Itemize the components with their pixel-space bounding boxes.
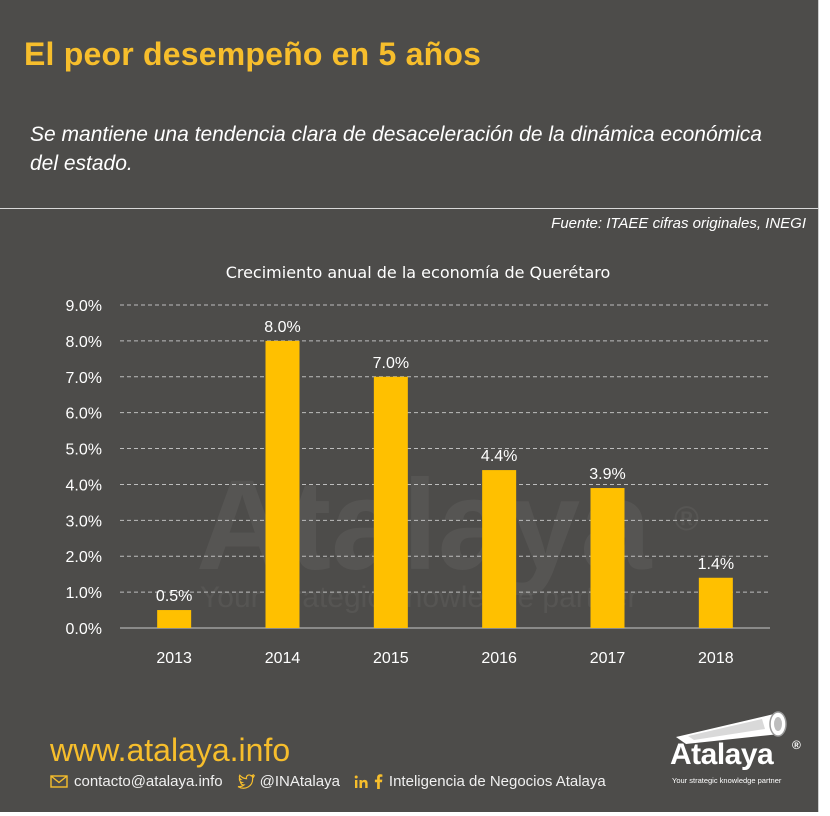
y-tick-label: 4.0% xyxy=(66,477,102,494)
bar-2014 xyxy=(265,340,300,628)
bar-chart: Crecimiento anual de la economía de Quer… xyxy=(66,263,770,667)
logo-word: Atalaya xyxy=(670,738,774,771)
y-tick-label: 8.0% xyxy=(66,334,102,351)
data-label-2017: 3.9% xyxy=(589,466,625,483)
page-title: El peor desempeño en 5 años xyxy=(24,36,482,72)
data-label-2018: 1.4% xyxy=(698,556,734,573)
data-label-2013: 0.5% xyxy=(156,588,192,605)
bar-2016 xyxy=(482,470,517,628)
social-page-name[interactable]: Inteligencia de Negocios Atalaya xyxy=(388,773,606,790)
data-labels: 0.5% 8.0% 7.0% 4.4% 3.9% 1.4% xyxy=(156,319,734,605)
y-tick-label: 7.0% xyxy=(66,370,102,387)
y-tick-label: 1.0% xyxy=(66,585,102,602)
chart-title: Crecimiento anual de la economía de Quer… xyxy=(226,263,611,282)
email-icon xyxy=(50,775,68,788)
x-tick-label-2015: 2015 xyxy=(373,650,409,667)
logo-tagline: Your strategic knowledge partner xyxy=(672,776,782,785)
telescope-logo-icon xyxy=(676,711,787,744)
y-tick-label: 3.0% xyxy=(66,513,102,530)
x-tick-label-2013: 2013 xyxy=(156,650,192,667)
y-tick-label: 2.0% xyxy=(66,549,102,566)
page-subtitle: Se mantiene una tendencia clara de desac… xyxy=(30,123,762,175)
y-tick-label: 5.0% xyxy=(66,442,102,459)
y-axis-ticks: 0.0% 1.0% 2.0% 3.0% 4.0% 5.0% 6.0% 7.0% 8.0% 9.0% xyxy=(66,298,102,638)
bar-2018 xyxy=(698,577,733,628)
twitter-icon xyxy=(237,774,255,789)
contact-line: contacto@atalaya.info @INAtalaya Intelig… xyxy=(50,773,606,790)
data-label-2014: 8.0% xyxy=(264,319,300,336)
logo-registered: ® xyxy=(792,738,801,752)
source-note: Fuente: ITAEE cifras originales, INEGI xyxy=(551,215,806,232)
x-tick-label-2016: 2016 xyxy=(481,650,517,667)
x-axis-ticks: 2013 2014 2015 2016 2017 2018 xyxy=(156,650,733,667)
bar-2013 xyxy=(157,610,192,628)
twitter-handle[interactable]: @INAtalaya xyxy=(259,773,340,790)
atalaya-logo: Atalaya ® Your strategic knowledge partn… xyxy=(662,704,812,794)
x-tick-label-2017: 2017 xyxy=(590,650,626,667)
email-link[interactable]: contacto@atalaya.info xyxy=(74,773,223,790)
data-label-2016: 4.4% xyxy=(481,448,517,465)
x-tick-label-2018: 2018 xyxy=(698,650,734,667)
data-label-2015: 7.0% xyxy=(373,355,409,372)
y-tick-label: 0.0% xyxy=(66,621,102,638)
y-tick-label: 9.0% xyxy=(66,298,102,315)
facebook-icon[interactable] xyxy=(374,774,383,789)
y-tick-label: 6.0% xyxy=(66,406,102,423)
linkedin-icon[interactable] xyxy=(354,775,370,789)
chart-bars xyxy=(157,340,733,628)
website-link[interactable]: www.atalaya.info xyxy=(50,732,291,768)
header-divider xyxy=(0,208,818,209)
bar-2017 xyxy=(590,488,625,628)
chart-gridlines xyxy=(120,304,770,629)
x-tick-label-2014: 2014 xyxy=(265,650,301,667)
bar-2015 xyxy=(373,376,408,628)
